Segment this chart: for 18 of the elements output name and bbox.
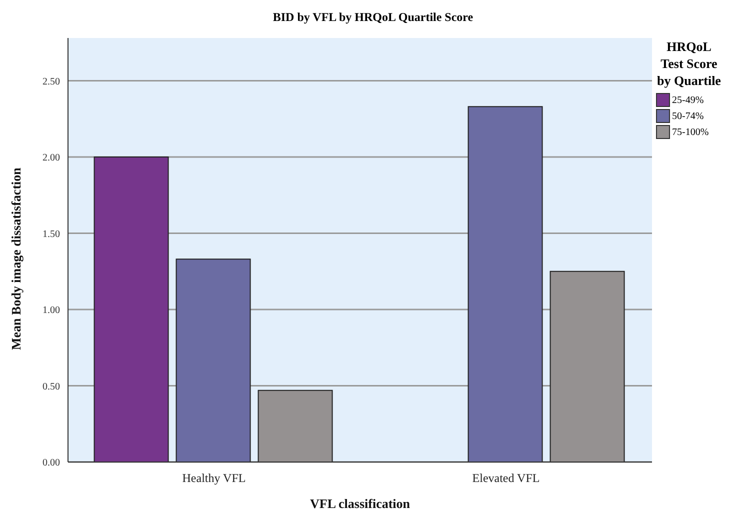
legend-title: HRQoL Test Score by Quartile (656, 38, 722, 89)
x-axis-title: VFL classification (310, 496, 411, 511)
legend-label: 75-100% (672, 126, 709, 138)
y-tick-label: 2.00 (42, 152, 60, 164)
bar (468, 106, 543, 462)
y-tick-label: 0.50 (42, 381, 60, 392)
chart-title: BID by VFL by HRQoL Quartile Score (272, 10, 474, 25)
bar (94, 156, 169, 462)
y-tick-label: 0.00 (42, 458, 60, 469)
y-axis-title: Mean Body image dissatisfaction (8, 166, 24, 350)
y-tick-label: 1.00 (42, 305, 60, 316)
legend-label: 25-49% (672, 94, 704, 106)
legend-label: 50-74% (672, 110, 704, 122)
y-tick-label: 2.50 (42, 76, 60, 88)
y-tick-label: 1.50 (42, 228, 60, 240)
bar (176, 258, 251, 462)
x-tick-label: Elevated VFL (472, 471, 540, 485)
x-tick-label: Healthy VFL (182, 471, 246, 485)
